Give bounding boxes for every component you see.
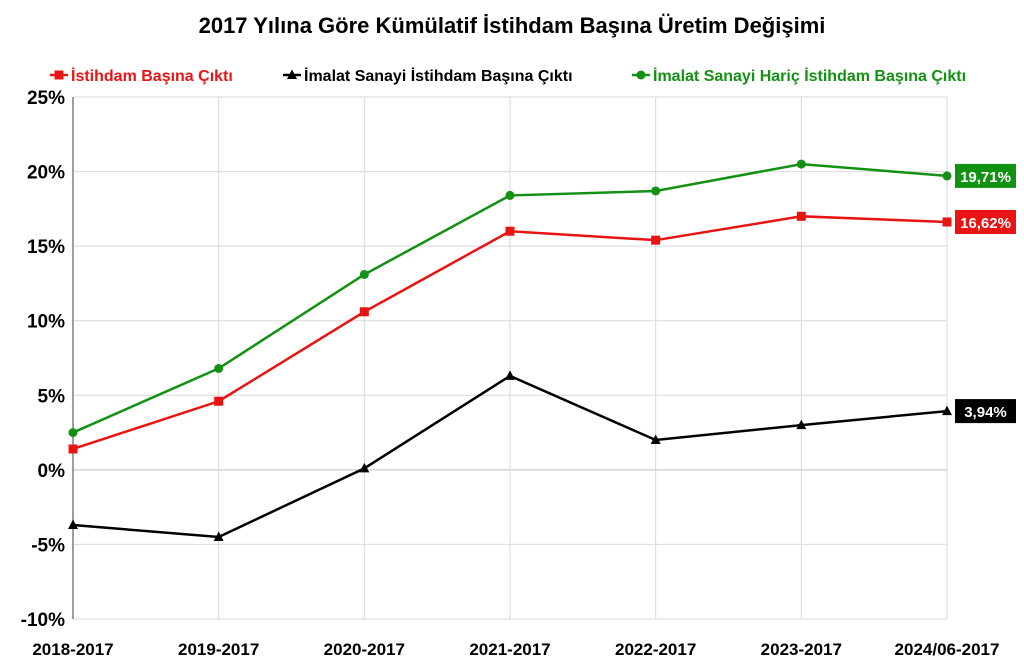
data-point-circle (214, 363, 224, 373)
legend-label: İstihdam Başına Çıktı (71, 67, 233, 85)
x-axis: 2018-2017 2019-2017 2020-2017 2021-2017 2022… (32, 640, 999, 659)
data-point-square (651, 235, 661, 245)
data-point-circle (359, 269, 369, 279)
series-1: 3,94% (68, 370, 1016, 541)
series-2: 19,71% (68, 159, 1016, 438)
data-point-triangle (287, 69, 297, 79)
data-point-circle (68, 428, 78, 438)
x-tick-label: 2022-2017 (615, 640, 696, 659)
y-tick-label: -10% (21, 610, 65, 631)
data-point-triangle (213, 531, 224, 541)
x-tick-label: 2019-2017 (178, 640, 259, 659)
end-label: 3,94% (964, 404, 1007, 421)
data-point-triangle (505, 370, 515, 380)
data-point-triangle (68, 519, 78, 530)
data-point-circle (505, 190, 515, 200)
x-tick-label: 2018-2017 (32, 640, 113, 659)
y-axis: -10% -5% 0% 5% 10% 15% 20% 25% (21, 88, 65, 631)
legend-label: İmalat Sanayi İstihdam Başına Çıktı (304, 67, 573, 85)
x-tick-label: 2024/06-2017 (895, 640, 1000, 659)
y-tick-label: 20% (27, 163, 65, 184)
data-point-square (505, 226, 515, 236)
x-tick-label: 2021-2017 (469, 640, 550, 659)
data-point-circle (796, 159, 806, 169)
end-label: 19,71% (960, 169, 1011, 186)
x-tick-label: 2023-2017 (761, 640, 842, 659)
y-tick-label: 10% (27, 312, 65, 333)
y-tick-label: 0% (38, 461, 66, 482)
end-label-box (955, 209, 1016, 234)
y-tick-label: 15% (27, 237, 65, 258)
chart-title: 2017 Yılına Göre Kümülatif İstihdam Başı… (199, 13, 826, 38)
data-point-square (68, 444, 78, 454)
data-point-triangle (942, 405, 952, 416)
data-point-triangle (650, 434, 661, 445)
end-label: 16,62% (960, 215, 1011, 232)
y-tick-label: -5% (31, 535, 65, 556)
end-label-box (955, 163, 1016, 188)
data-point-triangle (796, 419, 807, 430)
legend-label: İmalat Sanayi Hariç İstihdam Başına Çıkt… (653, 67, 966, 85)
legend: İstihdam Başına Çıktı İmalat Sanayi İstih… (50, 67, 966, 85)
end-label-box (955, 399, 1016, 424)
data-point-square (796, 211, 806, 221)
data-point-square (54, 70, 64, 80)
grid (72, 96, 948, 620)
series-group: 16,62% 3,94% 19,71% (68, 159, 1016, 541)
series-0: 16,62% (68, 209, 1016, 454)
data-point-circle (636, 70, 646, 80)
y-tick-label: 5% (38, 386, 66, 407)
data-point-square (214, 396, 224, 406)
data-point-circle (651, 186, 661, 196)
data-point-triangle (359, 462, 370, 473)
x-tick-label: 2020-2017 (324, 640, 405, 659)
y-tick-label: 25% (27, 88, 65, 109)
data-point-square (942, 217, 952, 227)
data-point-circle (942, 171, 952, 181)
data-point-square (359, 307, 369, 317)
